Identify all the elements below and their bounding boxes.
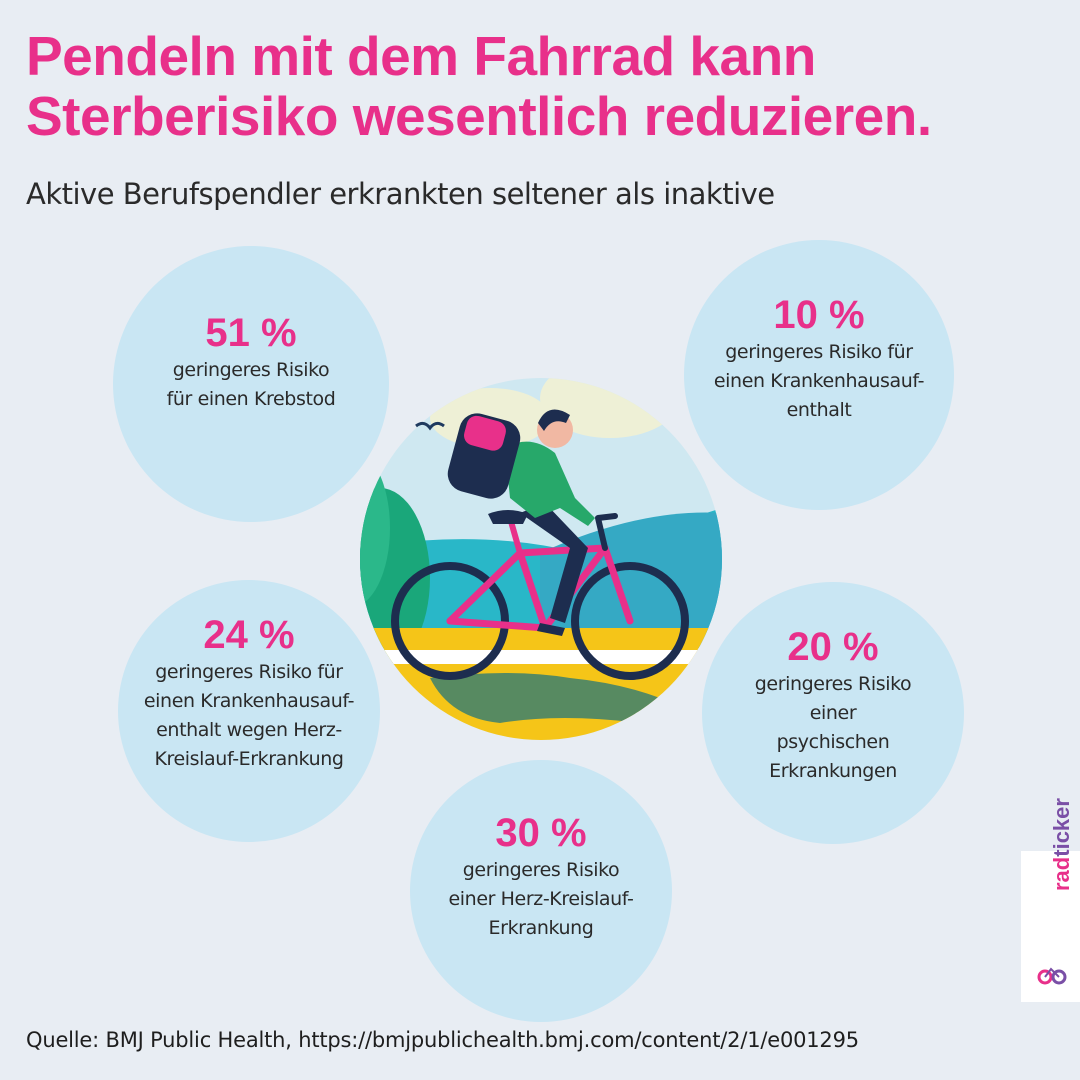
stat-bubble-cardiovascular-disease: 30 % geringeres Risiko einer Herz-Kreisl… xyxy=(410,760,672,1022)
stat-bubble-hospital-stay: 10 % geringeres Risiko für einen Kranken… xyxy=(684,240,954,510)
stat-percent: 30 % xyxy=(495,811,587,855)
page-title: Pendeln mit dem Fahrrad kann Sterberisik… xyxy=(26,25,932,147)
stat-bubble-cancer-death: 51 % geringeres Risiko für einen Krebsto… xyxy=(113,246,389,522)
page-subtitle: Aktive Berufspendler erkrankten seltener… xyxy=(26,177,775,211)
stat-description: geringeres Risiko einer Herz-Kreislauf- … xyxy=(448,859,634,939)
stat-description: geringeres Risiko einer psychischen Erkr… xyxy=(754,673,912,782)
logo-wordmark: radticker xyxy=(1049,798,1074,891)
bird-icon xyxy=(415,421,445,431)
bicycle-icon xyxy=(1037,967,1067,985)
cyclist-illustration xyxy=(360,378,722,740)
stat-bubble-cardio-hospital-stay: 24 % geringeres Risiko für einen Kranken… xyxy=(118,580,380,842)
stat-percent: 24 % xyxy=(203,613,295,657)
stat-description: geringeres Risiko für einen Krankenhausa… xyxy=(143,661,355,770)
stat-bubble-mental-illness: 20 % geringeres Risiko einer psychischen… xyxy=(702,582,964,844)
stat-description: geringeres Risiko für einen Krebstod xyxy=(166,359,336,410)
stat-percent: 20 % xyxy=(787,625,879,669)
stat-percent: 10 % xyxy=(773,293,865,337)
source-citation: Quelle: BMJ Public Health, https://bmjpu… xyxy=(26,1028,859,1052)
radticker-logo: radticker xyxy=(1021,798,1080,1002)
stat-percent: 51 % xyxy=(205,311,297,355)
stat-description: geringeres Risiko für einen Krankenhausa… xyxy=(713,341,925,421)
